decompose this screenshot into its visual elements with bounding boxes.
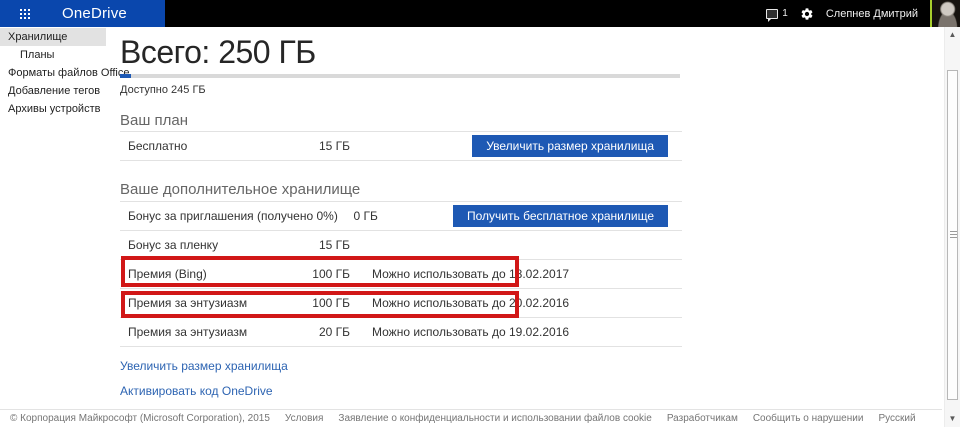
table-row-enthusiast-reward-20: Премия за энтузиазм 20 ГБ Можно использо… <box>120 318 682 347</box>
gear-icon[interactable] <box>800 7 814 21</box>
increase-storage-link[interactable]: Увеличить размер хранилища <box>120 359 288 373</box>
row-label: Премия (Bing) <box>128 267 207 281</box>
get-free-storage-button[interactable]: Получить бесплатное хранилище <box>453 205 668 227</box>
top-bar-actions: 1 Слепнев Дмитрий <box>766 0 960 27</box>
user-name[interactable]: Слепнев Дмитрий <box>825 7 918 20</box>
redeem-code-link[interactable]: Активировать код OneDrive <box>120 384 273 398</box>
row-label: Бесплатно <box>128 139 188 153</box>
table-row-bing-reward: Премия (Bing) 100 ГБ Можно использовать … <box>120 260 682 289</box>
row-size: 0 ГБ <box>353 209 378 223</box>
sidebar-item-storage[interactable]: Хранилище <box>0 28 106 46</box>
footer-link-developers[interactable]: Разработчикам <box>666 413 738 424</box>
sidebar-item-office-formats[interactable]: Форматы файлов Office <box>8 67 130 79</box>
footer: © Корпорация Майкрософт (Microsoft Corpo… <box>0 409 942 427</box>
top-app-bar: OneDrive 1 Слепнев Дмитрий <box>0 0 960 27</box>
row-label: Бонус за приглашения (получено 0%) <box>128 209 338 223</box>
table-row-invite-bonus: Бонус за приглашения (получено 0%) 0 ГБ … <box>120 202 682 231</box>
sidebar-item-tagging[interactable]: Добавление тегов <box>8 85 101 97</box>
increase-storage-button[interactable]: Увеличить размер хранилища <box>472 135 668 157</box>
available-storage-label: Доступно 245 ГБ <box>120 84 206 96</box>
sidebar-nav: Хранилище Планы Форматы файлов Office До… <box>0 28 130 118</box>
user-avatar[interactable] <box>930 0 960 27</box>
row-size: 15 ГБ <box>318 139 350 153</box>
footer-link-language[interactable]: Русский <box>878 413 916 424</box>
table-row-enthusiast-reward-100: Премия за энтузиазм 100 ГБ Можно использ… <box>120 289 682 318</box>
row-size: 100 ГБ <box>312 267 350 281</box>
scrollbar-thumb[interactable] <box>947 70 958 400</box>
row-size: 15 ГБ <box>318 238 350 252</box>
footer-link-report-abuse[interactable]: Сообщить о нарушении <box>752 413 864 424</box>
scrollbar-down-arrow-icon[interactable]: ▼ <box>948 414 957 423</box>
top-bar-brand-area: OneDrive <box>0 0 165 27</box>
footer-link-terms[interactable]: Условия <box>284 413 324 424</box>
copyright-text: © Корпорация Майкрософт (Microsoft Corpo… <box>10 413 270 424</box>
notification-count: 1 <box>782 8 788 19</box>
extra-section-title: Ваше дополнительное хранилище <box>120 182 682 202</box>
plan-section-title: Ваш план <box>120 113 682 132</box>
page-title: Всего: 250 ГБ <box>120 34 316 70</box>
storage-progress-fill <box>120 74 132 78</box>
row-expiry-note: Можно использовать до 20.02.2016 <box>372 296 570 310</box>
scrollbar-up-arrow-icon[interactable]: ▲ <box>948 30 957 39</box>
footer-link-privacy[interactable]: Заявление о конфиденциальности и использ… <box>338 413 652 424</box>
sidebar-item-device-backups[interactable]: Архивы устройств <box>8 103 101 115</box>
row-size: 100 ГБ <box>312 296 350 310</box>
row-expiry-note: Можно использовать до 18.02.2017 <box>372 267 570 281</box>
scrollbar-grip-icon <box>950 231 957 238</box>
row-size: 20 ГБ <box>318 325 350 339</box>
row-expiry-note: Можно использовать до 19.02.2016 <box>372 325 570 339</box>
table-row-plan-free: Бесплатно 15 ГБ Увеличить размер хранили… <box>120 132 682 161</box>
row-label: Премия за энтузиазм <box>128 325 248 339</box>
feedback-icon[interactable] <box>766 8 779 22</box>
table-row-camera-roll-bonus: Бонус за пленку 15 ГБ <box>120 231 682 260</box>
storage-progress-bar <box>120 74 680 78</box>
storage-content: Всего: 250 ГБ Доступно 245 ГБ Ваш план Б… <box>120 27 682 425</box>
row-label: Премия за энтузиазм <box>128 296 248 310</box>
app-grid-icon <box>20 8 22 11</box>
row-label: Бонус за пленку <box>128 238 219 252</box>
app-launcher-button[interactable] <box>0 0 34 27</box>
vertical-scrollbar[interactable]: ▲ ▼ <box>944 27 960 427</box>
app-title[interactable]: OneDrive <box>62 5 127 22</box>
sidebar-item-plans[interactable]: Планы <box>20 49 55 61</box>
